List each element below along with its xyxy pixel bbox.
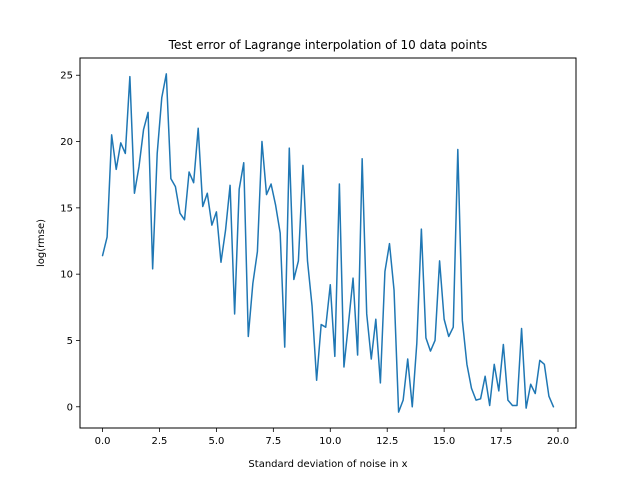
- x-tick-label: 17.5: [490, 436, 512, 447]
- x-tick-label: 2.5: [152, 436, 168, 447]
- y-tick-label: 20: [60, 137, 73, 148]
- y-axis: 0 5 10 15 20 25: [60, 71, 80, 413]
- x-tick-label: 20.0: [547, 436, 569, 447]
- series-line-0: [101, 73, 555, 413]
- x-tick-label: 7.5: [265, 436, 281, 447]
- y-tick-label: 25: [60, 71, 73, 82]
- y-tick-label: 10: [60, 270, 73, 281]
- x-tick-label: 12.5: [376, 436, 398, 447]
- chart-title: Test error of Lagrange interpolation of …: [168, 38, 488, 52]
- y-tick-label: 15: [60, 203, 73, 214]
- x-tick-label: 0.0: [95, 436, 111, 447]
- plot-area: [101, 73, 555, 413]
- x-tick-label: 10.0: [319, 436, 341, 447]
- x-tick-label: 15.0: [433, 436, 455, 447]
- x-axis: 0.0 2.5 5.0 7.5 10.0 12.5 15.0 17.5 20.0: [95, 428, 569, 447]
- x-tick-label: 5.0: [208, 436, 224, 447]
- y-tick-label: 5: [67, 336, 73, 347]
- y-tick-label: 0: [67, 402, 73, 413]
- y-axis-label: log(rmse): [36, 219, 47, 267]
- axes-frame: [79, 57, 577, 429]
- x-axis-label: Standard deviation of noise in x: [248, 459, 407, 470]
